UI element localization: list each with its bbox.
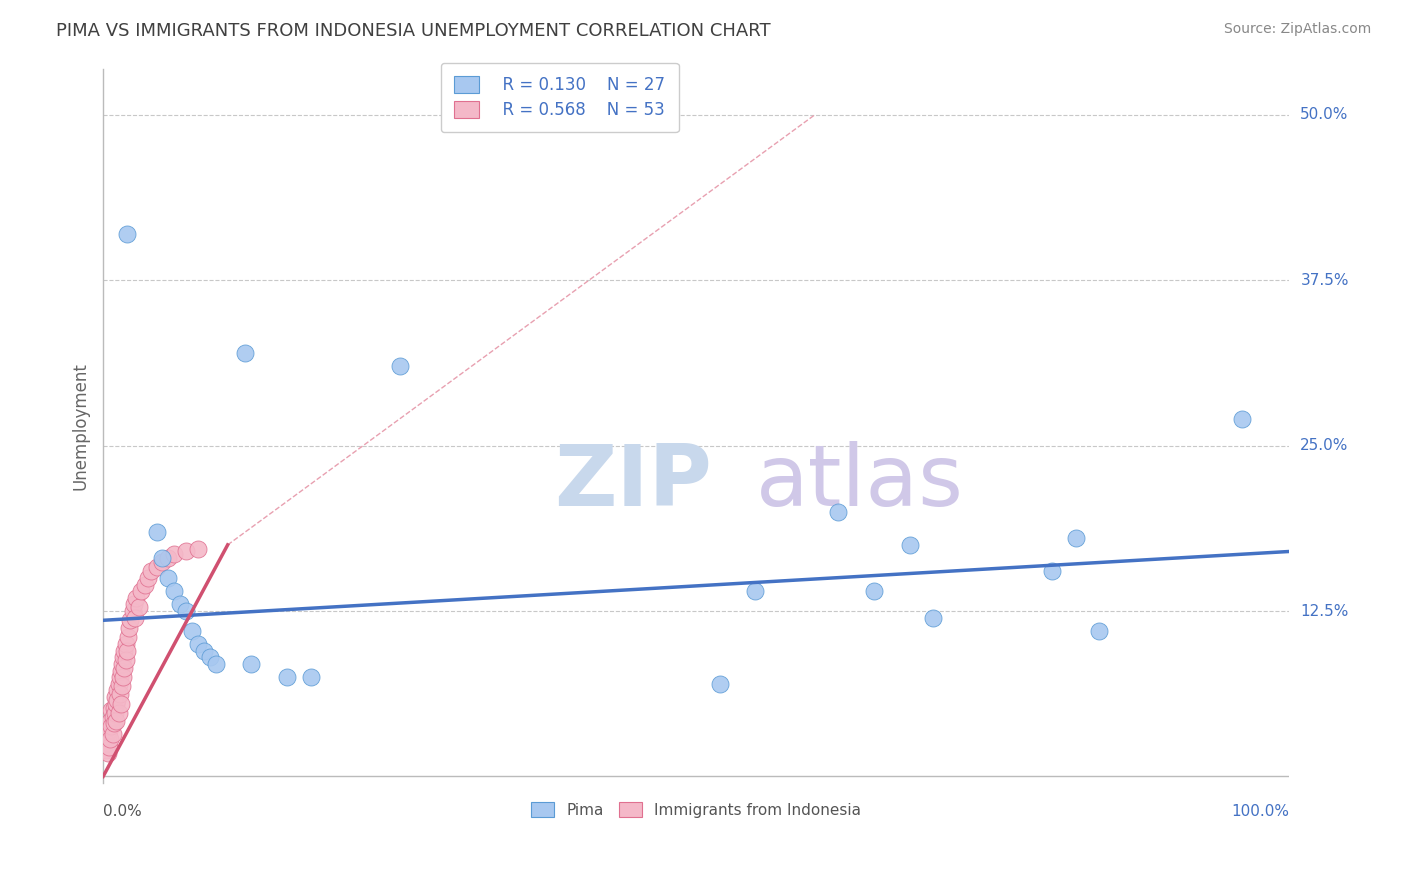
Point xyxy=(299,670,322,684)
Text: 12.5%: 12.5% xyxy=(1301,604,1348,618)
Legend: Pima, Immigrants from Indonesia: Pima, Immigrants from Indonesia xyxy=(523,794,869,825)
Point xyxy=(198,650,221,665)
Point xyxy=(145,524,167,539)
Point xyxy=(139,565,162,579)
Point xyxy=(96,736,118,750)
Point xyxy=(134,577,156,591)
Point xyxy=(98,732,121,747)
Point xyxy=(145,560,167,574)
Point xyxy=(110,697,132,711)
Point xyxy=(114,653,136,667)
Point xyxy=(98,714,121,728)
Point xyxy=(163,547,186,561)
Point xyxy=(124,610,146,624)
Point xyxy=(122,598,145,612)
Point xyxy=(114,661,136,675)
Point xyxy=(240,657,263,671)
Point xyxy=(98,740,121,755)
Point xyxy=(107,677,129,691)
Point xyxy=(108,670,131,684)
Text: atlas: atlas xyxy=(755,442,963,524)
Point xyxy=(108,687,131,701)
Point xyxy=(1064,531,1087,545)
Point xyxy=(121,604,143,618)
Point xyxy=(744,584,766,599)
Text: 37.5%: 37.5% xyxy=(1301,273,1348,288)
Point xyxy=(193,644,215,658)
Point xyxy=(100,719,122,733)
Text: 25.0%: 25.0% xyxy=(1301,438,1348,453)
Point xyxy=(98,723,121,738)
Point xyxy=(103,700,125,714)
Point xyxy=(152,551,174,566)
Point xyxy=(181,624,204,638)
Text: PIMA VS IMMIGRANTS FROM INDONESIA UNEMPLOYMENT CORRELATION CHART: PIMA VS IMMIGRANTS FROM INDONESIA UNEMPL… xyxy=(56,22,770,40)
Point xyxy=(97,730,120,744)
Point xyxy=(187,637,209,651)
Point xyxy=(107,706,129,720)
Point xyxy=(922,610,945,624)
Point xyxy=(128,600,150,615)
Point xyxy=(120,613,142,627)
Point xyxy=(169,598,191,612)
Point xyxy=(110,664,132,678)
Point xyxy=(125,591,148,605)
Point xyxy=(118,621,141,635)
Point xyxy=(114,637,136,651)
Point xyxy=(105,692,128,706)
Point xyxy=(276,670,298,684)
Point xyxy=(235,346,257,360)
Text: 50.0%: 50.0% xyxy=(1301,107,1348,122)
Point xyxy=(94,743,117,757)
Point xyxy=(1088,624,1111,638)
Point xyxy=(112,650,135,665)
Point xyxy=(136,571,159,585)
Point xyxy=(105,683,128,698)
Point xyxy=(100,703,122,717)
Point xyxy=(104,706,127,720)
Point xyxy=(101,710,124,724)
Point xyxy=(115,227,138,241)
Point xyxy=(104,690,127,704)
Point xyxy=(105,714,128,728)
Point xyxy=(97,746,120,760)
Point xyxy=(827,505,849,519)
Text: Source: ZipAtlas.com: Source: ZipAtlas.com xyxy=(1223,22,1371,37)
Point xyxy=(163,584,186,599)
Point xyxy=(174,544,197,558)
Point xyxy=(103,716,125,731)
Point xyxy=(157,571,180,585)
Point xyxy=(187,541,209,556)
Y-axis label: Unemployment: Unemployment xyxy=(72,362,89,490)
Point xyxy=(157,551,180,566)
Point xyxy=(174,604,197,618)
Point xyxy=(388,359,411,374)
Point xyxy=(1230,412,1253,426)
Point xyxy=(111,680,134,694)
Point xyxy=(115,644,138,658)
Point xyxy=(152,555,174,569)
Point xyxy=(111,657,134,671)
Point xyxy=(114,644,136,658)
Point xyxy=(204,657,226,671)
Point xyxy=(863,584,886,599)
Point xyxy=(709,677,731,691)
Text: 0.0%: 0.0% xyxy=(103,805,142,820)
Text: 100.0%: 100.0% xyxy=(1232,805,1289,820)
Point xyxy=(101,727,124,741)
Point xyxy=(898,538,921,552)
Point xyxy=(129,584,152,599)
Point xyxy=(105,697,128,711)
Point xyxy=(117,631,139,645)
Point xyxy=(1040,565,1063,579)
Point xyxy=(112,670,135,684)
Text: ZIP: ZIP xyxy=(554,442,711,524)
